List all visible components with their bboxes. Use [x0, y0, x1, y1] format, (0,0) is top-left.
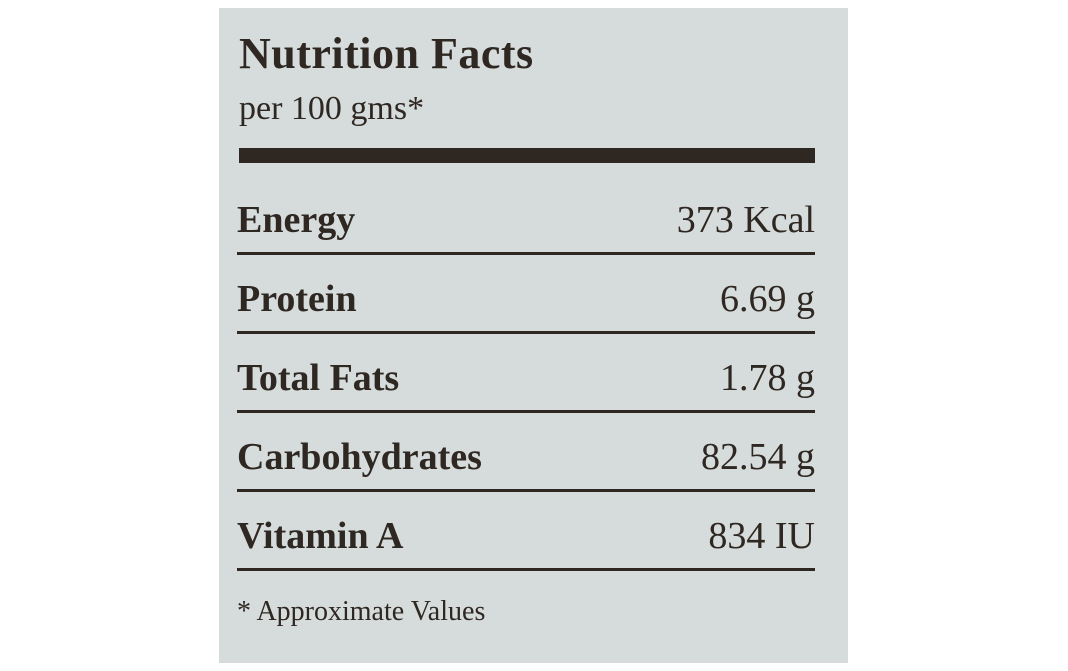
nutrient-value: 373 Kcal: [676, 199, 815, 241]
nutrient-value: 82.54 g: [701, 436, 815, 478]
nutrient-name: Vitamin A: [237, 515, 404, 557]
table-row: Protein 6.69 g: [237, 255, 815, 334]
footnote: * Approximate Values: [237, 596, 486, 627]
nutrient-value: 6.69 g: [720, 278, 815, 320]
nutrition-label: Nutrition Facts per 100 gms* Energy 373 K…: [219, 8, 848, 663]
subtitle: per 100 gms*: [239, 90, 425, 127]
table-row: Energy 373 Kcal: [237, 176, 815, 255]
nutrient-name: Total Fats: [237, 357, 400, 399]
title: Nutrition Facts: [239, 29, 534, 78]
table-row: Carbohydrates 82.54 g: [237, 413, 815, 492]
table-row: Total Fats 1.78 g: [237, 334, 815, 413]
nutrient-value: 1.78 g: [720, 357, 815, 399]
table-row: Vitamin A 834 IU: [237, 492, 815, 571]
nutrient-name: Protein: [237, 278, 357, 320]
nutrient-name: Energy: [237, 199, 356, 241]
nutrient-name: Carbohydrates: [237, 436, 482, 478]
divider: [239, 148, 815, 163]
nutrient-value: 834 IU: [708, 515, 815, 557]
